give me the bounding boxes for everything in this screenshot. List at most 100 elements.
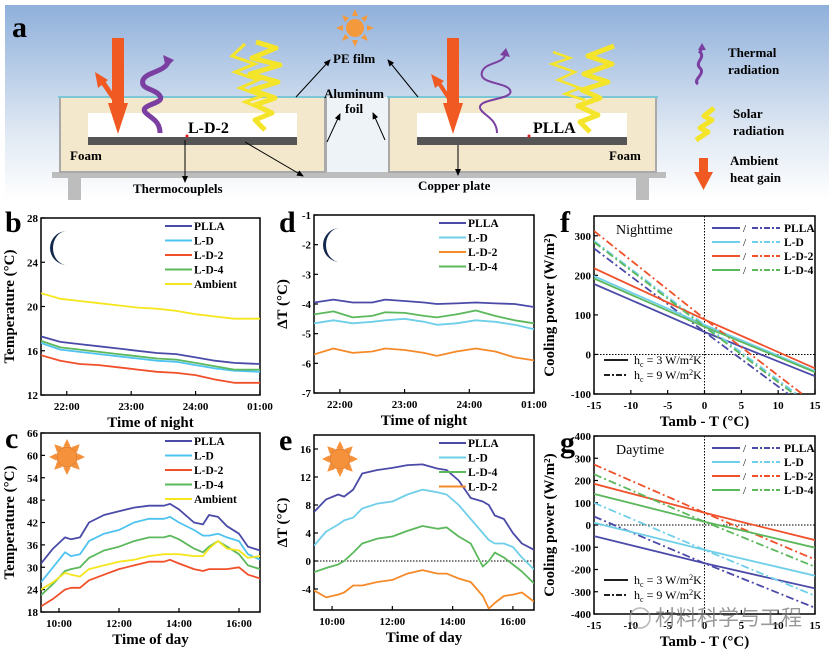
legend-separator: /	[743, 251, 747, 263]
legend-style-sup: 2	[689, 588, 693, 597]
x-tick-label: 12:00	[380, 616, 406, 628]
sun-ray	[327, 446, 336, 455]
legend-thermal-arrowhead	[698, 43, 706, 50]
x-axis-title: Time of night	[107, 415, 193, 431]
legend-label: L-D	[784, 237, 804, 249]
y-tick-label: 48	[27, 495, 39, 507]
y-tick-label: 16	[27, 346, 39, 358]
x-tick-label: 14:00	[166, 618, 192, 630]
series-line-hc9-plla	[594, 247, 790, 394]
foam-label-left: Foam	[70, 148, 102, 163]
legend-style-tail: K	[693, 588, 702, 602]
series-line-l-d-2	[314, 347, 534, 362]
legend-separator: /	[743, 457, 747, 469]
thermal-radiation-icon	[140, 60, 171, 134]
y-tick-label: 0	[586, 349, 592, 361]
legend-style-h: h	[634, 368, 640, 382]
foil-arrow-right	[372, 112, 386, 141]
sun-ray	[49, 453, 57, 461]
x-tick-label: 16:00	[500, 616, 526, 628]
y-tick-label: 300	[575, 453, 592, 465]
sun-icon	[49, 439, 85, 475]
legend-label: L-D-4	[784, 265, 814, 277]
legend-label: L-D	[194, 236, 214, 248]
chart-annotation: Nighttime	[616, 223, 673, 238]
y-tick-label: 28	[27, 213, 39, 225]
legend-style-rest: = 3 W/m	[644, 573, 690, 587]
legend-separator: /	[743, 265, 747, 277]
x-axis-title: Tamb - T (°C)	[660, 634, 750, 650]
chart-c: c 18 24 30 36 42 48 54 60 66 10:00 12:00 14:00 16:00 T…	[2, 422, 261, 648]
series-line-plla	[41, 335, 260, 365]
x-tick-label: -5	[663, 620, 673, 632]
legend-separator: /	[743, 443, 747, 455]
y-tick-label: -1	[302, 210, 311, 222]
legend-style-sup: 2	[689, 353, 693, 362]
x-tick-label: -15	[587, 620, 602, 632]
series-line-hc9-l-d	[594, 501, 815, 597]
left-sample-label: L-D-2	[188, 120, 229, 137]
y-axis-title: ΔT (°C)	[275, 279, 291, 329]
y-tick-label: 16	[300, 444, 312, 456]
plot-area	[594, 463, 815, 609]
legend-separator: /	[743, 485, 747, 497]
y-tick-label: -5	[302, 329, 312, 341]
sun-ray	[344, 446, 353, 455]
thermal-radiation-arrowhead	[500, 48, 510, 57]
x-tick-label: 5	[739, 400, 745, 412]
plot-frame	[40, 217, 261, 396]
foil-arrow-left	[326, 113, 341, 143]
series-line-hc3-l-d-2	[594, 482, 815, 541]
x-tick-label: -5	[663, 400, 673, 412]
y-tick-label: 36	[27, 540, 39, 552]
aluminum-foil-label-line1: Aluminum	[324, 86, 384, 101]
sun-ray	[54, 461, 63, 470]
sun-ray	[63, 467, 71, 475]
y-tick-label: -6	[302, 358, 312, 370]
solar-radiation-icon	[575, 43, 615, 134]
legend-style-h: h	[634, 353, 640, 367]
solar-reflection-icon	[548, 50, 586, 102]
y-axis-title: Temperature (°C)	[2, 466, 18, 580]
copper-plate-left	[88, 137, 297, 145]
sun-icon	[336, 9, 374, 47]
legend-separator: /	[743, 237, 747, 249]
legend-label: L-D-4	[194, 480, 224, 492]
plot-area	[314, 463, 534, 610]
legend-label: L-D	[784, 457, 804, 469]
x-tick-label: 24:00	[456, 399, 482, 411]
watermark-text: 材料科学与工程	[655, 606, 802, 630]
series-line-l-d	[314, 488, 534, 571]
series-line-l-d-2	[41, 558, 260, 608]
ambient-heat-arrow-icon	[95, 38, 128, 134]
series-line-hc9-l-d-4	[594, 241, 796, 394]
ambient-heat-arrow-icon	[431, 38, 463, 134]
thermocouples-label: Thermocouplels	[133, 181, 223, 196]
solar-radiation-icon	[247, 39, 283, 132]
series-line-hc3-plla	[594, 283, 815, 378]
legend-style-sub: c	[640, 360, 644, 369]
legend-style-rest: = 9 W/m	[644, 588, 690, 602]
legend-ambient-line1: Ambient	[730, 153, 779, 168]
sun-ray	[77, 453, 85, 461]
y-tick-label: -300	[571, 587, 592, 599]
y-tick-label: 400	[575, 431, 592, 443]
copper-plate-label: Copper plate	[418, 178, 491, 193]
sun-ray	[344, 463, 353, 472]
x-tick-label: 01:00	[521, 399, 547, 411]
legend-label: L-D	[468, 233, 488, 245]
x-tick-label: -10	[623, 620, 638, 632]
legend-label: L-D-4	[194, 265, 224, 277]
series-line-l-d-4	[314, 309, 534, 325]
x-tick-label: -15	[587, 400, 602, 412]
legend: PLLA L-D L-D-2 L-D-4 Ambient	[165, 436, 237, 506]
y-tick-label: -400	[571, 609, 592, 621]
chart-d: d -7 -6 -5 -4 -3 -2 -1 22:00 23:00 24:00 01:00 Time …	[275, 206, 547, 429]
x-tick-label: 0	[702, 620, 708, 632]
legend-style-label: hc = 9 W/m2K	[634, 588, 702, 604]
sun-ray	[63, 439, 71, 447]
y-tick-label: 300	[575, 231, 592, 243]
chart-f: f -100 0 100 200 300 -15 -10 -5 0 5 10 15 Tamb - T (°…	[542, 206, 821, 430]
